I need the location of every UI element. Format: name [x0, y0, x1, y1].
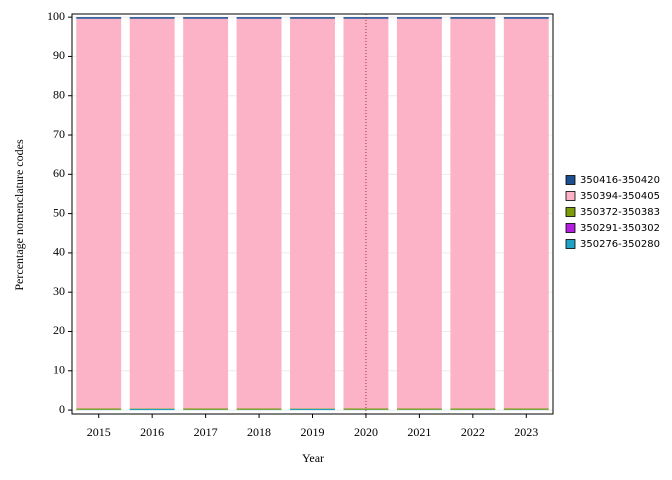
x-tick-label: 2015	[87, 425, 111, 439]
bar-segment	[183, 18, 229, 409]
bar-segment	[450, 18, 496, 409]
y-tick-label: 80	[53, 87, 65, 101]
bar-segment	[76, 17, 122, 19]
y-tick-label: 50	[53, 205, 65, 219]
legend-swatch	[565, 175, 576, 185]
legend-swatch	[565, 239, 576, 249]
bar-segment	[129, 408, 175, 411]
y-tick-label: 40	[53, 245, 65, 259]
bar-segment	[290, 408, 335, 411]
y-tick-label: 60	[53, 166, 65, 180]
x-tick-label: 2022	[461, 425, 485, 439]
y-tick-label: 20	[53, 323, 65, 337]
bar-segment	[236, 17, 282, 19]
plot-frame	[71, 13, 554, 415]
bar-segment	[183, 408, 229, 410]
bar-segment	[503, 408, 549, 410]
bar-segment	[290, 18, 335, 409]
y-tick-label: 90	[53, 48, 65, 62]
bar-segment	[343, 408, 389, 410]
bar-segment	[76, 18, 122, 409]
legend-label: 350394-350405	[580, 191, 660, 202]
bar-segment	[396, 18, 442, 409]
y-tick-label: 10	[53, 363, 65, 377]
x-axis-title: Year	[302, 451, 324, 465]
bar-segment	[183, 17, 229, 19]
x-tick-label: 2021	[407, 425, 431, 439]
legend-swatch	[565, 191, 576, 201]
bar-segment	[290, 17, 335, 19]
y-axis-title: Percentage nomenclature codes	[12, 139, 26, 291]
x-tick-label: 2019	[301, 425, 325, 439]
y-tick-label: 70	[53, 127, 65, 141]
bar-segment	[503, 18, 549, 409]
y-tick-label: 0	[59, 402, 65, 416]
x-tick-label: 2023	[514, 425, 538, 439]
bar-segment	[450, 408, 496, 410]
bar-segment	[129, 17, 175, 19]
bar-segment	[236, 408, 282, 410]
bar-segment	[396, 17, 442, 19]
legend-label: 350416-350420	[580, 175, 660, 186]
legend-label: 350276-350280	[580, 239, 660, 250]
bar-segment	[503, 17, 549, 19]
bar-segment	[396, 408, 442, 410]
x-tick-label: 2018	[247, 425, 271, 439]
bar-segment	[129, 18, 175, 409]
x-tick-label: 2017	[194, 425, 218, 439]
legend-label: 350291-350302	[580, 223, 660, 234]
y-tick-label: 30	[53, 284, 65, 298]
bar-segment	[236, 18, 282, 409]
legend-swatch	[565, 207, 576, 217]
legend-swatch	[565, 223, 576, 233]
bar-segment	[450, 17, 496, 19]
x-tick-label: 2016	[140, 425, 164, 439]
y-tick-label: 100	[47, 9, 65, 23]
legend-label: 350372-350383	[580, 207, 660, 218]
x-tick-label: 2020	[354, 425, 378, 439]
bar-segment	[76, 408, 122, 410]
